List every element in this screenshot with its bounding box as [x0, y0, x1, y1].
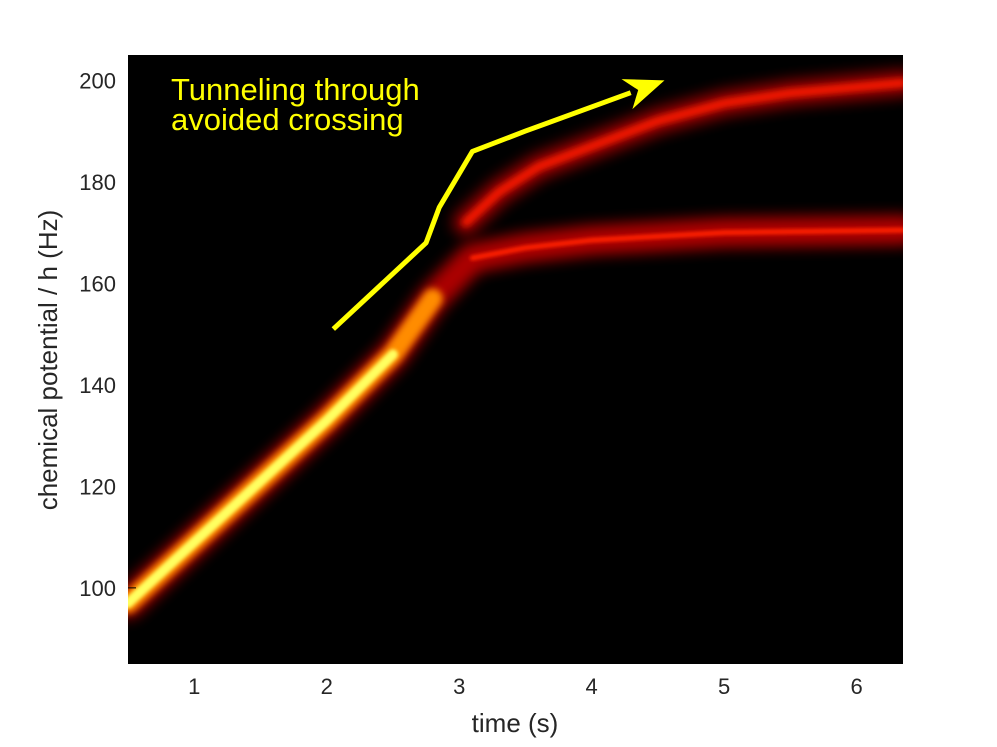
y-tick-label-6: 200 [79, 68, 116, 93]
y-axis-label: chemical potential / h (Hz) [33, 210, 63, 511]
x-tick-label-3: 3 [453, 674, 465, 699]
y-tick-label-2: 120 [79, 474, 116, 499]
x-tick-label-1: 1 [188, 674, 200, 699]
heatmap-bands [128, 69, 903, 619]
annotation-line-1: Tunneling through [171, 72, 420, 107]
x-tick-label-6: 6 [851, 674, 863, 699]
band-2 [452, 69, 903, 236]
band-1-core [128, 349, 398, 609]
y-tick-label-5: 180 [79, 170, 116, 195]
x-tick-label-2: 2 [321, 674, 333, 699]
band-1-tail [469, 227, 903, 261]
plot-background [128, 55, 903, 664]
band-1 [128, 215, 903, 619]
x-axis-label: time (s) [472, 708, 559, 738]
annotation-arrowhead [621, 79, 665, 110]
x-axis: 1 2 3 4 5 6 [188, 656, 863, 699]
y-tick-label-3: 140 [79, 373, 116, 398]
x-tick-label-4: 4 [586, 674, 598, 699]
x-tick-label-5: 5 [718, 674, 730, 699]
annotation-arrow [331, 90, 632, 331]
y-tick-label-4: 160 [79, 271, 116, 296]
band-2-core [461, 78, 903, 227]
y-tick-label-1: 100 [79, 576, 116, 601]
annotation: Tunneling through avoided crossing [171, 72, 665, 331]
annotation-line-2: avoided crossing [171, 102, 404, 137]
y-axis: 100 120 140 160 180 200 [79, 68, 136, 601]
annotation-text: Tunneling through avoided crossing [171, 72, 428, 137]
